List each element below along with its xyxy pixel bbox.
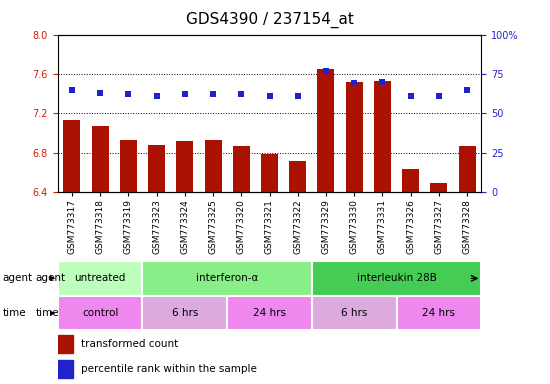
Text: interleukin 28B: interleukin 28B [356, 273, 437, 283]
Bar [120, 140, 137, 192]
Bar [459, 146, 476, 192]
Text: control: control [82, 308, 118, 318]
Bar [227, 296, 312, 330]
Bar [402, 169, 419, 192]
Text: interferon-α: interferon-α [196, 273, 258, 283]
Bar [142, 261, 312, 296]
Bar [58, 296, 142, 330]
Text: ▶: ▶ [50, 275, 55, 281]
Text: untreated: untreated [74, 273, 126, 283]
Text: ▶: ▶ [50, 310, 55, 316]
Bar [261, 154, 278, 192]
Bar [431, 183, 447, 192]
Text: 6 hrs: 6 hrs [172, 308, 198, 318]
Text: agent: agent [36, 273, 66, 283]
Bar [148, 145, 165, 192]
Text: time: time [3, 308, 26, 318]
Text: time: time [36, 308, 59, 318]
Text: agent: agent [3, 273, 33, 283]
Bar [58, 335, 73, 353]
Bar [205, 140, 222, 192]
Bar [289, 161, 306, 192]
Bar [142, 296, 227, 330]
Bar [317, 69, 334, 192]
Bar [312, 261, 481, 296]
Bar [58, 261, 142, 296]
Bar [312, 296, 397, 330]
Text: 24 hrs: 24 hrs [422, 308, 455, 318]
Bar [346, 82, 362, 192]
Text: GDS4390 / 237154_at: GDS4390 / 237154_at [185, 12, 354, 28]
Bar [92, 126, 108, 192]
Bar [397, 296, 481, 330]
Bar [374, 81, 391, 192]
Text: percentile rank within the sample: percentile rank within the sample [81, 364, 257, 374]
Bar [63, 120, 80, 192]
Bar [177, 141, 193, 192]
Text: 24 hrs: 24 hrs [253, 308, 286, 318]
Bar [58, 360, 73, 378]
Text: 6 hrs: 6 hrs [341, 308, 367, 318]
Text: transformed count: transformed count [81, 339, 178, 349]
Bar [233, 146, 250, 192]
